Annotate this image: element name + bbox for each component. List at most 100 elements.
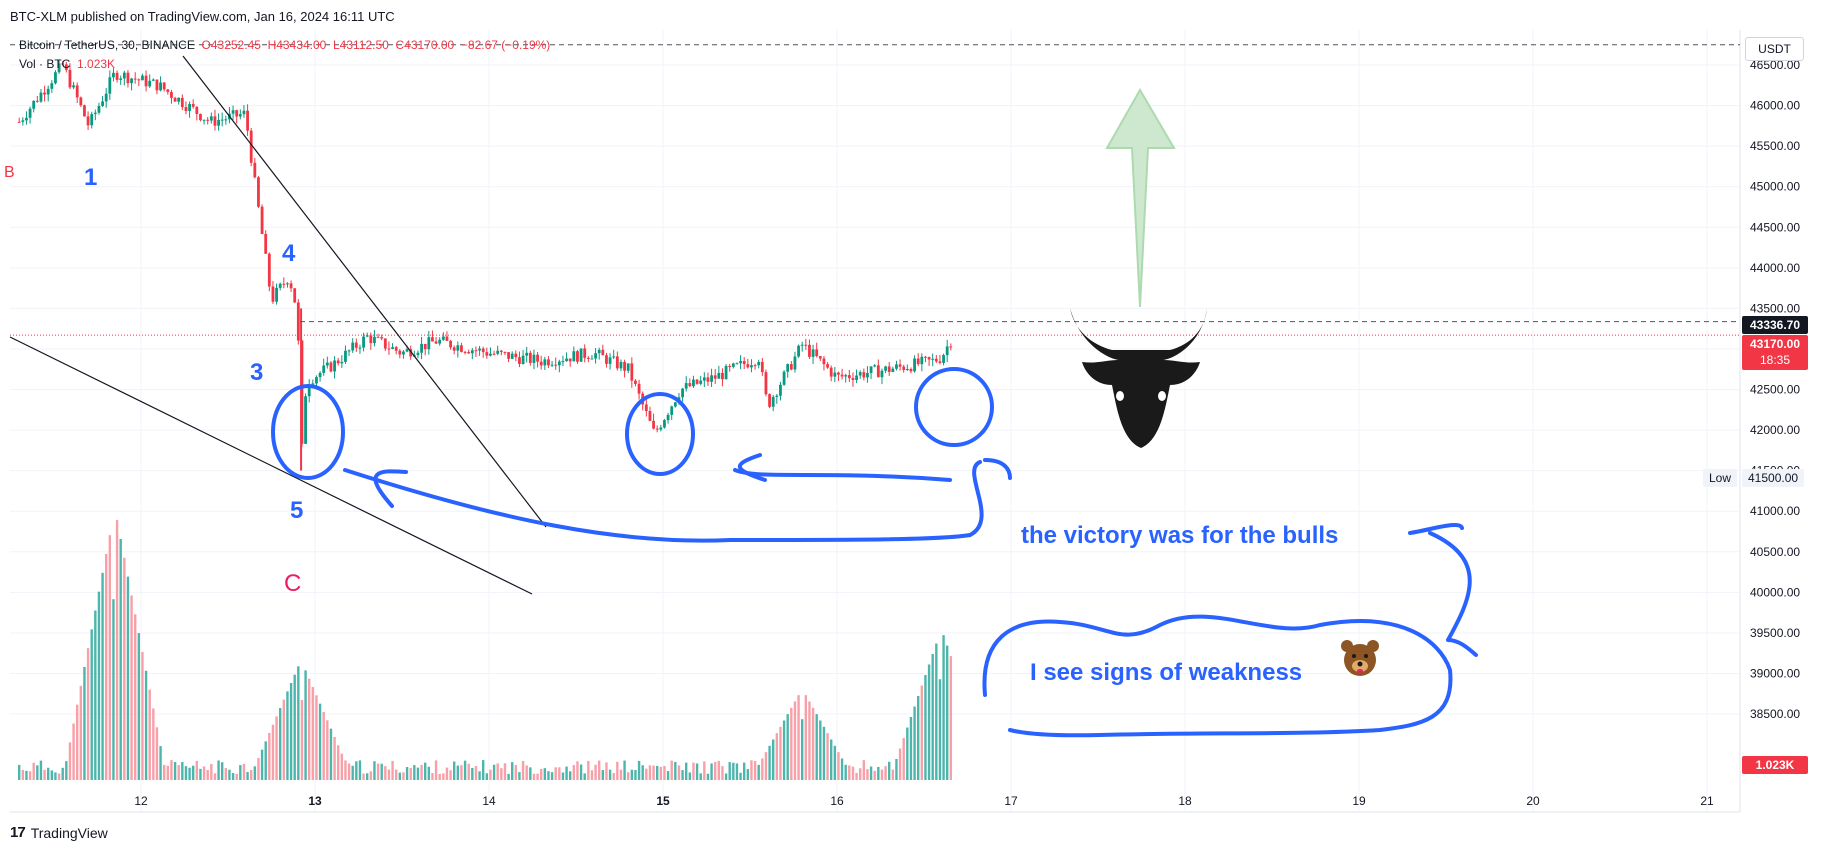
time-tick-label: 20 (1526, 794, 1540, 808)
candle-body (753, 365, 757, 367)
candle-body (576, 351, 579, 362)
volume-bar (188, 767, 191, 780)
volume-bar (449, 770, 452, 780)
time-tick-label: 16 (830, 794, 844, 808)
volume-bar (645, 768, 648, 780)
volume-bar (105, 554, 108, 780)
candle-body (275, 287, 278, 302)
candle-body (851, 378, 855, 381)
candle-body (354, 342, 358, 348)
candle-body (583, 348, 587, 358)
candle-body (398, 350, 402, 355)
arrow-left-2-head (737, 453, 767, 482)
volume-bar (935, 643, 938, 780)
volume-bar (496, 763, 499, 780)
volume-bar (500, 768, 503, 780)
volume-bar (54, 772, 57, 780)
bar-countdown: 18:35 (1759, 353, 1791, 367)
volume-bar (293, 674, 296, 780)
candle-body (489, 353, 492, 356)
candle-body (344, 350, 347, 362)
volume-bar (608, 769, 612, 780)
volume-bar (732, 762, 735, 780)
volume-bar (753, 761, 757, 780)
candle-body (623, 361, 626, 371)
volume-bar (782, 720, 786, 780)
volume-bar (271, 724, 275, 780)
volume-bar (213, 773, 217, 780)
candle-body (369, 335, 373, 344)
candle-body (898, 364, 902, 367)
level-lines (10, 44, 1740, 336)
volume-bar (830, 739, 833, 780)
volume-bar (424, 762, 427, 780)
candle-body (768, 394, 771, 407)
volume-bar (246, 771, 249, 780)
price-tick-label: 42500.00 (1750, 383, 1800, 397)
currency-selector[interactable]: USDT (1745, 37, 1804, 61)
symbol-legend[interactable]: Bitcoin / TetherUS, 30, BINANCE O43252.4… (19, 38, 550, 52)
volume-bar (532, 773, 536, 780)
candle-body (170, 92, 173, 98)
candle-body (427, 337, 431, 350)
price-tick-label: 42000.00 (1750, 423, 1800, 437)
candle-body (666, 414, 670, 421)
candle-body (663, 420, 666, 428)
candle-body (296, 302, 300, 341)
volume-bar (775, 733, 779, 780)
volume-bar (192, 765, 195, 780)
volume-bar (735, 763, 739, 780)
candle-body (909, 368, 913, 372)
candle-body (322, 365, 326, 373)
volume-bar (554, 767, 557, 780)
candle-body (891, 368, 895, 372)
candle-body (329, 362, 333, 372)
candle-body (485, 352, 489, 356)
tradingview-logo-icon: 17 (10, 824, 26, 841)
volume-bar (224, 768, 228, 780)
time-tick-label: 18 (1178, 794, 1192, 808)
footer-brand[interactable]: 17 TradingView (10, 824, 108, 841)
volume-legend[interactable]: Vol · BTC 1.023K (19, 57, 115, 71)
volume-bar (811, 707, 815, 780)
candle-body (579, 348, 583, 362)
candle-body (815, 349, 819, 357)
volume-bar (482, 760, 485, 780)
volume-bar (536, 773, 539, 780)
volume-bar (347, 763, 351, 780)
volume-bar (420, 764, 423, 780)
volume-bar (416, 767, 420, 780)
candle-body (811, 349, 815, 357)
volume-bar (637, 760, 641, 780)
candle-body (931, 358, 935, 360)
volume-bar (373, 761, 376, 780)
volume-bar (202, 766, 206, 780)
volume-bar (97, 591, 101, 780)
candle-body (478, 348, 481, 351)
volume-bar (166, 765, 170, 780)
volume-bar (677, 765, 681, 780)
volume-bar (710, 763, 713, 780)
candle-body (858, 372, 862, 376)
candle-body (271, 286, 275, 302)
volume-value: 1.023K (77, 57, 116, 71)
low-marker-label: Low (1703, 469, 1738, 487)
upper-wedge-trendline[interactable] (182, 55, 547, 528)
volume-bar (627, 772, 630, 780)
volume-bar (703, 761, 706, 780)
candle-body (887, 366, 891, 372)
candle-body (518, 357, 521, 364)
candle-body (525, 352, 529, 356)
wave-label-c: C (284, 570, 302, 597)
volume-bar (790, 707, 793, 780)
candle-body (463, 351, 467, 353)
volume-bar (942, 635, 945, 780)
circle-low-1 (271, 384, 345, 480)
volume-bar (670, 760, 673, 780)
volume-bar (326, 720, 329, 780)
candle-body (402, 351, 405, 355)
candle-body (630, 363, 634, 381)
volume-bar (144, 670, 148, 780)
lower-wedge-trendline[interactable] (9, 336, 533, 595)
